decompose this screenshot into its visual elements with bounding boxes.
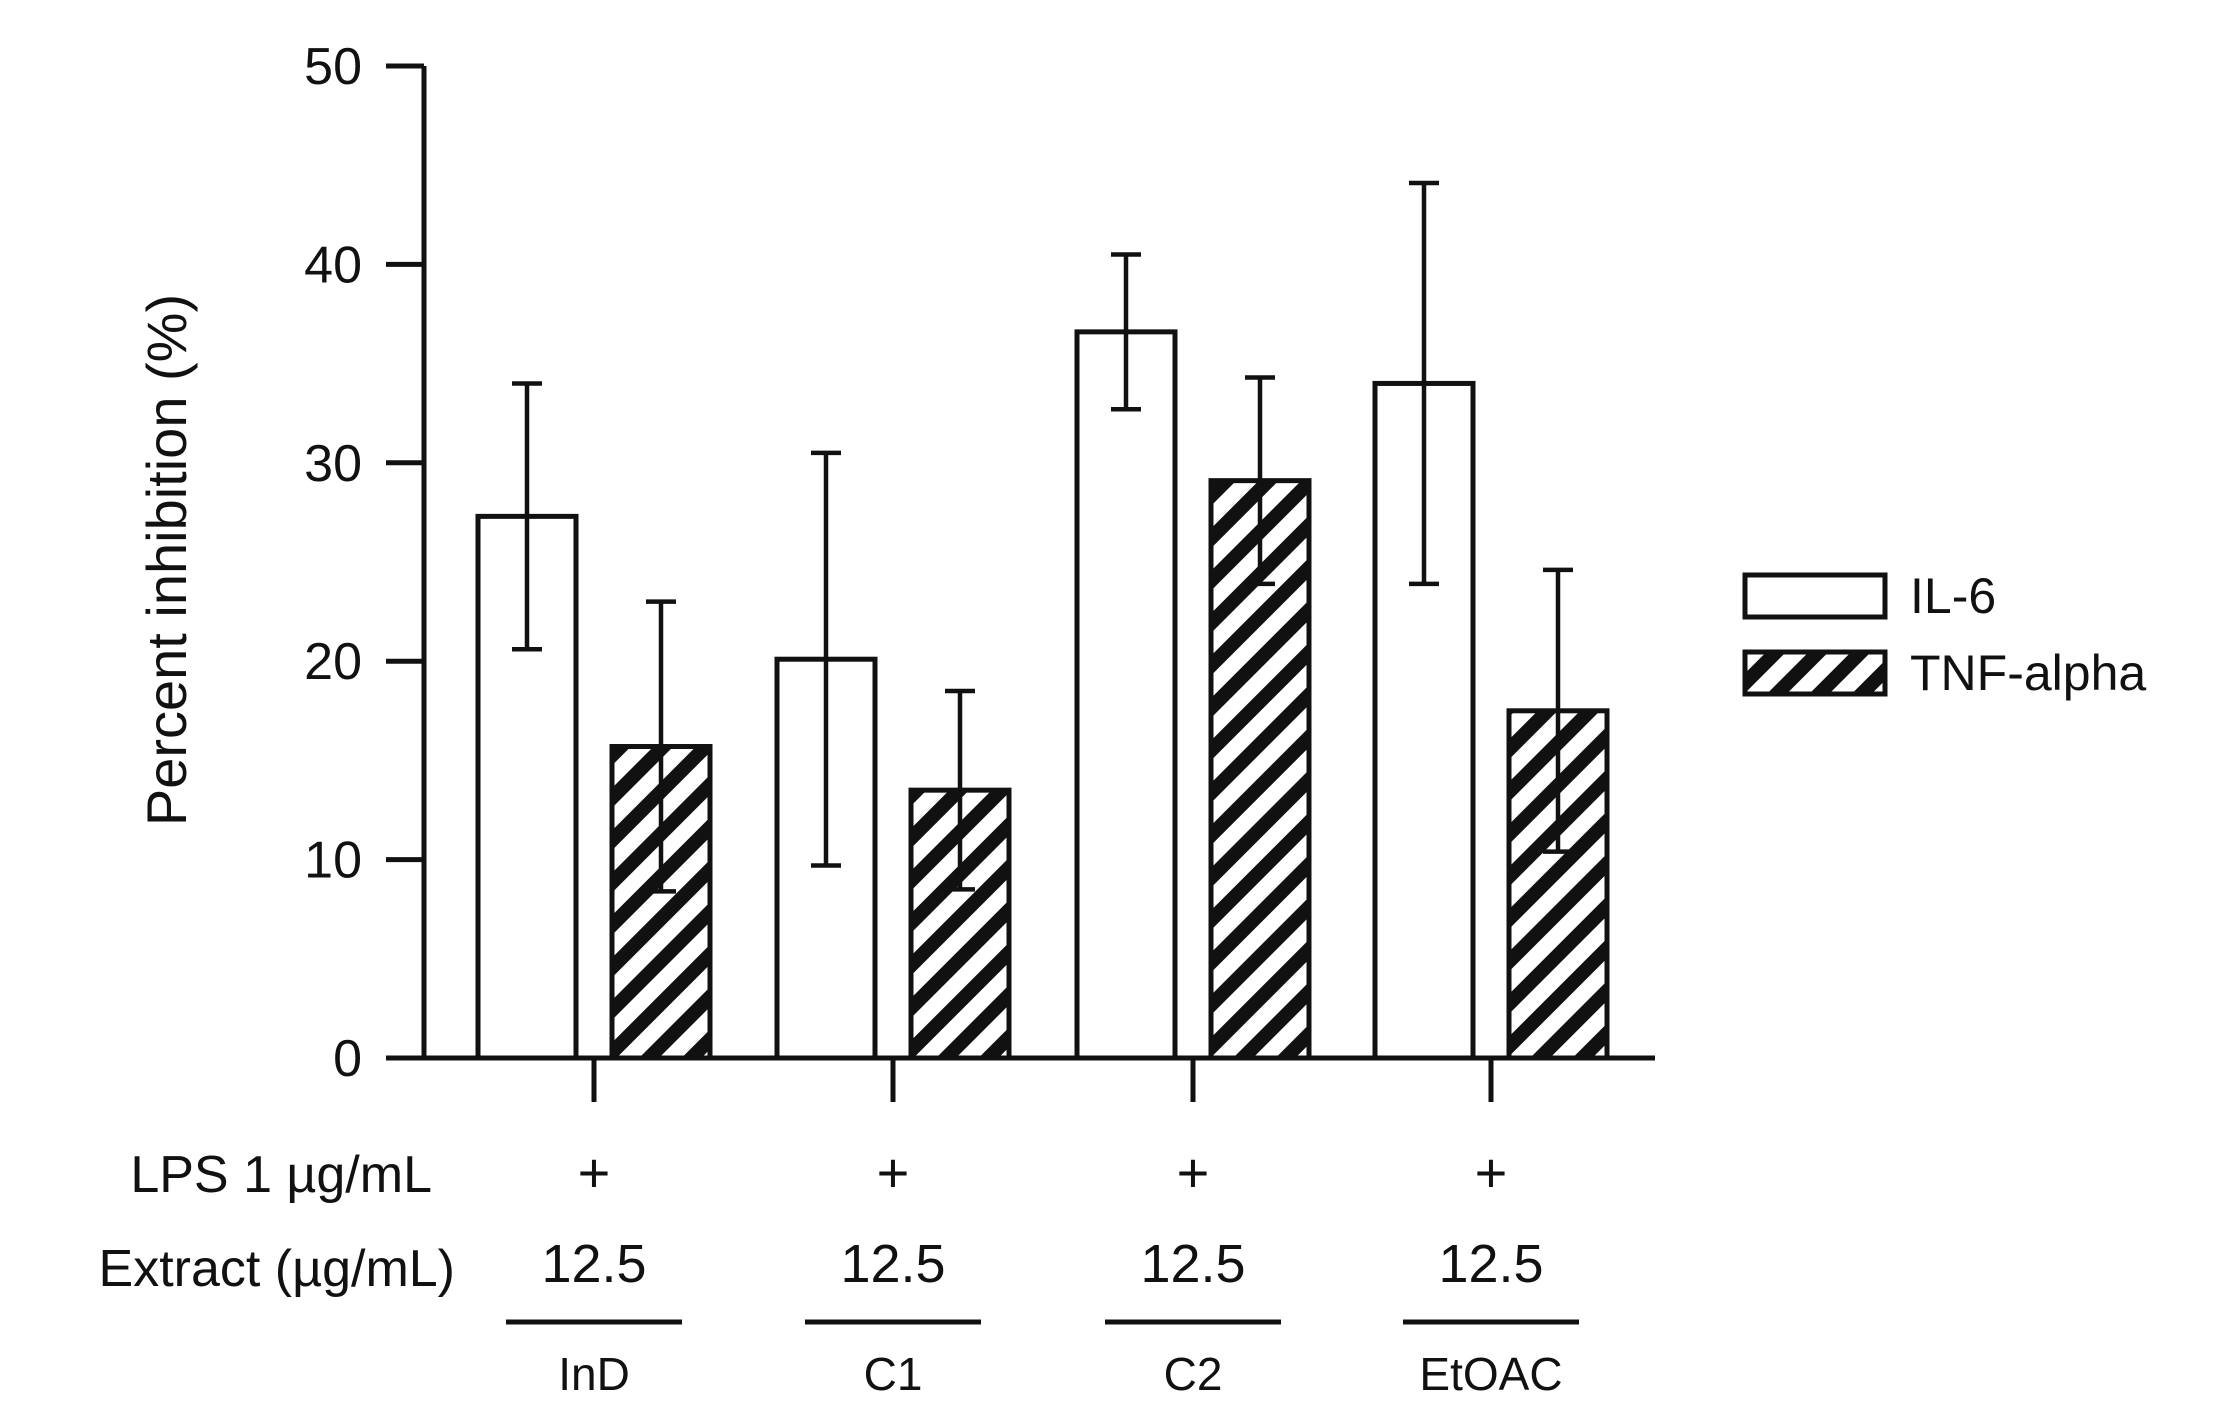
condition-table: LPS 1 µg/mL Extract (µg/mL) +12.5 InD +12.5 C… <box>99 1141 1579 1400</box>
lps-value: + <box>1177 1141 1210 1204</box>
category-label: C2 <box>1164 1348 1223 1400</box>
y-tick-label: 0 <box>333 1030 362 1088</box>
category-label: C1 <box>864 1348 923 1400</box>
extract-row-label: Extract (µg/mL) <box>99 1240 455 1298</box>
legend-label-tnf-alpha: TNF-alpha <box>1910 645 2146 701</box>
legend-swatch-tnf-alpha <box>1742 649 1888 697</box>
bar-il6 <box>1074 329 1178 1061</box>
y-tick-label: 50 <box>304 38 362 96</box>
y-tick-label: 20 <box>304 633 362 691</box>
lps-row-label: LPS 1 µg/mL <box>130 1146 432 1204</box>
extract-value: 12.5 <box>1140 1234 1245 1294</box>
y-tick-label: 40 <box>304 236 362 294</box>
extract-value: 12.5 <box>541 1234 646 1294</box>
y-tick-label: 10 <box>304 832 362 890</box>
lps-value: + <box>1475 1141 1508 1204</box>
extract-value: 12.5 <box>840 1234 945 1294</box>
bar-il6 <box>475 513 579 1061</box>
bars <box>475 329 1610 1061</box>
y-tick-label: 30 <box>304 435 362 493</box>
extract-value: 12.5 <box>1438 1234 1543 1294</box>
legend-swatch-il6 <box>1742 572 1888 620</box>
axes: 0 10 20 30 40 50 Percent inhibition (%) <box>135 38 1655 1102</box>
lps-value: + <box>877 1141 910 1204</box>
category-label: EtOAC <box>1419 1348 1562 1400</box>
y-axis-title: Percent inhibition (%) <box>135 294 198 826</box>
error-bars <box>512 180 1573 894</box>
legend: IL-6 TNF-alpha <box>1742 568 2146 701</box>
category-label: InD <box>558 1348 630 1400</box>
lps-value: + <box>578 1141 611 1204</box>
legend-label-il6: IL-6 <box>1910 568 1996 624</box>
